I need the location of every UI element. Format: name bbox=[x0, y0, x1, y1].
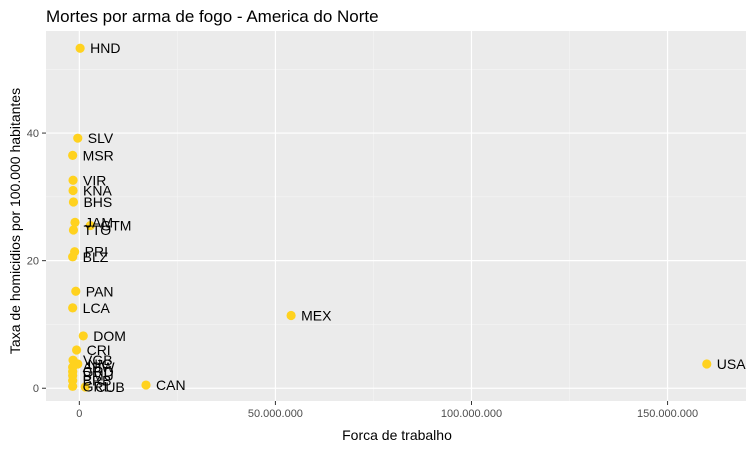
data-point-grl bbox=[68, 381, 78, 391]
data-point-hnd bbox=[75, 43, 85, 53]
data-point-jam bbox=[70, 217, 80, 227]
plot-panel bbox=[46, 31, 746, 401]
data-point-mex bbox=[286, 310, 296, 321]
point-label-dom: DOM bbox=[93, 328, 126, 344]
data-point-bhs bbox=[68, 197, 79, 207]
data-point-gtm bbox=[85, 220, 95, 231]
point-label-vgb: VGB bbox=[83, 352, 113, 368]
data-point-msr bbox=[68, 150, 78, 160]
data-point-vir bbox=[68, 175, 78, 185]
tick-layer: 0 50.000.000 100.000.000 150.000.000 0 20 40 bbox=[27, 128, 698, 420]
x-axis-title: Forca de trabalho bbox=[342, 427, 452, 443]
point-label-grd: GRD bbox=[83, 364, 114, 380]
point-label-pan: PAN bbox=[86, 283, 114, 299]
point-label-msr: MSR bbox=[83, 147, 114, 163]
point-label-abw: ABW bbox=[83, 359, 116, 375]
point-label-grl: GRL bbox=[83, 378, 112, 394]
point-label-slv: SLV bbox=[88, 130, 114, 146]
data-point-can bbox=[141, 380, 151, 390]
point-label-vir: VIR bbox=[83, 172, 106, 188]
x-tick-label: 150.000.000 bbox=[637, 408, 698, 420]
data-point-cri bbox=[71, 345, 82, 355]
point-label-bmu: BMU bbox=[83, 367, 114, 383]
point-label-bhs: BHS bbox=[83, 194, 112, 210]
data-point-tto bbox=[68, 225, 79, 235]
point-label-mex: MEX bbox=[301, 308, 332, 324]
point-label-usa: USA bbox=[717, 356, 746, 372]
point-label-hnd: HND bbox=[90, 40, 120, 56]
data-point-pan bbox=[71, 286, 81, 296]
point-label-tto: TTO bbox=[83, 222, 111, 238]
point-label-cub: CUB bbox=[95, 379, 125, 395]
point-label-gtm: GTM bbox=[100, 218, 131, 234]
point-label-lca: LCA bbox=[83, 300, 111, 316]
point-label-cri: CRI bbox=[87, 342, 111, 358]
y-axis-title: Taxa de homicidios por 100.000 habitante… bbox=[7, 88, 23, 354]
point-label-jam: JAM bbox=[85, 214, 113, 230]
grid-layer bbox=[46, 31, 746, 401]
x-tick-label: 100.000.000 bbox=[441, 408, 502, 420]
data-point-blz bbox=[68, 252, 78, 262]
y-tick-label: 20 bbox=[27, 256, 39, 268]
data-point-slv bbox=[73, 133, 83, 143]
point-label-kna: KNA bbox=[83, 182, 112, 198]
data-point-kna bbox=[68, 185, 78, 196]
point-label-blz: BLZ bbox=[83, 249, 109, 265]
data-point-usa bbox=[702, 359, 712, 369]
point-label-can: CAN bbox=[156, 377, 186, 393]
x-tick-label: 0 bbox=[76, 408, 82, 420]
point-layer bbox=[68, 43, 712, 392]
data-point-cub bbox=[80, 382, 90, 392]
point-label-brb: BRB bbox=[83, 373, 112, 389]
data-point-dom bbox=[78, 331, 88, 341]
y-tick-label: 40 bbox=[27, 128, 39, 140]
point-label-nic: NIC bbox=[88, 356, 112, 372]
x-tick-label: 50.000.000 bbox=[248, 408, 303, 420]
point-label-pri: PRI bbox=[85, 244, 108, 260]
data-point-lca bbox=[68, 303, 78, 313]
y-tick-label: 0 bbox=[33, 383, 39, 395]
chart-title: Mortes por arma de fogo - America do Nor… bbox=[46, 7, 379, 26]
